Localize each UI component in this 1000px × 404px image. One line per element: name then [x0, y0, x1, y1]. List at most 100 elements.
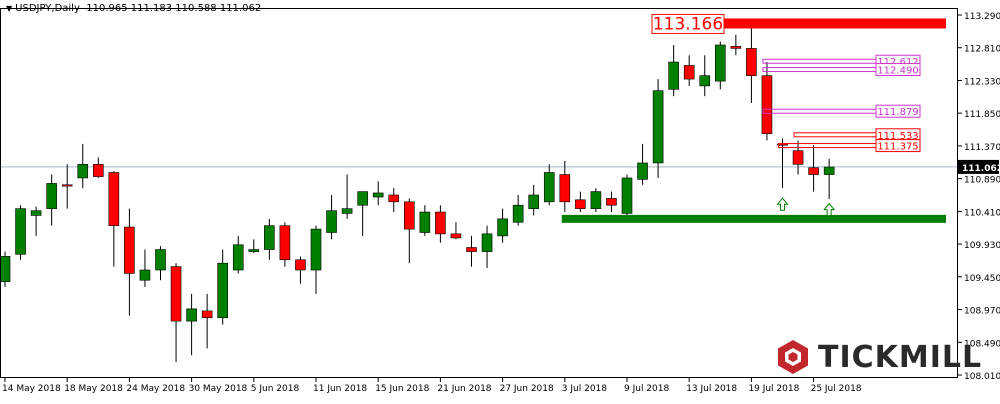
date-tick-label: 30 May 2018: [189, 384, 248, 394]
bull-candle: [372, 192, 384, 198]
level-line: [762, 67, 877, 73]
date-tick-label: 3 Jul 2018: [562, 384, 607, 394]
bull-candle: [714, 44, 726, 82]
bull-candle: [652, 90, 664, 164]
bear-candle: [435, 211, 446, 235]
level-label: 111.533: [877, 131, 918, 142]
date-tick-label: 13 Jul 2018: [686, 384, 737, 394]
level-label: 112.490: [877, 66, 918, 77]
bear-candle: [559, 174, 571, 203]
date-tick-label: 5 Jun 2018: [251, 384, 300, 394]
bear-candle: [170, 266, 182, 322]
tickmill-logo: TICKMILL: [776, 339, 982, 375]
price-tick-label: 109.930: [964, 241, 1000, 251]
bull-candle: [637, 162, 648, 180]
bear-candle: [606, 198, 617, 206]
bull-candle: [310, 228, 322, 271]
bull-candle: [326, 210, 337, 233]
bull-candle: [543, 172, 555, 203]
bull-candle: [0, 256, 11, 282]
tickmill-hex-logo-icon: [778, 340, 808, 374]
level-label-box: [875, 104, 921, 118]
level-line: [778, 143, 877, 149]
date-tick-label: 27 Jun 2018: [500, 384, 554, 394]
bear-candle: [466, 247, 477, 252]
bull-candle: [232, 244, 244, 271]
bull-candle: [217, 262, 228, 319]
bull-candle: [357, 191, 368, 206]
bull-candle: [512, 204, 524, 223]
resistance-label-box: [651, 13, 725, 34]
bear-candle: [93, 164, 104, 177]
price-tick-label: 110.890: [964, 176, 1000, 186]
price-tick-label: 109.450: [964, 274, 1000, 284]
bear-candle: [61, 184, 73, 187]
price-tick-label: 112.330: [964, 77, 1000, 87]
bear-candle: [792, 150, 804, 165]
resistance-label: 113.166: [653, 14, 723, 34]
price-tick-label: 111.850: [964, 110, 1000, 120]
level-label: 112.612: [877, 57, 918, 68]
current-price-tag: [958, 159, 999, 174]
date-tick-label: 9 Jul 2018: [624, 384, 669, 394]
brand-name: TICKMILL: [818, 339, 983, 375]
symbol-timeframe: USDJPY,Daily: [15, 3, 80, 14]
bull-candle: [186, 308, 197, 322]
bull-candle: [419, 211, 431, 233]
ohlc-values: 110.965 111.183 110.588 111.062: [86, 3, 262, 14]
date-tick-label: 18 May 2018: [64, 384, 123, 394]
bear-candle: [450, 233, 462, 239]
up-arrow-icon: [823, 202, 836, 217]
price-tick-label: 112.810: [964, 45, 1000, 55]
bear-candle: [403, 201, 415, 230]
bull-candle: [139, 269, 151, 281]
bull-candle: [497, 218, 508, 237]
level-label-box: [875, 63, 921, 77]
bull-candle: [264, 225, 275, 250]
bull-candle: [341, 208, 353, 214]
symbol-dropdown-icon[interactable]: ▼: [6, 4, 13, 13]
level-line: [762, 108, 877, 114]
bear-candle: [761, 75, 773, 134]
bull-candle: [248, 249, 260, 252]
price-tick-label: 111.370: [964, 143, 1000, 153]
level-label-box: [875, 139, 921, 153]
price-tick-label: 110.410: [964, 208, 1000, 218]
bear-candle: [388, 194, 400, 203]
date-tick-label: 21 Jun 2018: [437, 384, 491, 394]
bear-candle: [108, 172, 120, 226]
bull-candle: [823, 166, 835, 175]
plot-frame: [0, 8, 958, 378]
resistance-band: [720, 18, 946, 29]
bear-candle: [808, 167, 819, 175]
date-tick-label: 11 Jun 2018: [313, 384, 367, 394]
bull-candle: [30, 210, 42, 216]
date-tick-label: 15 Jun 2018: [375, 384, 429, 394]
bull-candle: [46, 183, 57, 209]
bull-candle: [77, 164, 89, 179]
bear-candle: [730, 46, 742, 49]
bear-candle: [746, 48, 757, 76]
level-label: 111.879: [877, 107, 918, 118]
bear-candle: [683, 65, 695, 80]
price-tick-label: 108.490: [964, 339, 1000, 349]
price-tick-label: 113.290: [964, 12, 1000, 22]
bull-candle: [481, 233, 493, 252]
level-label: 111.375: [877, 142, 918, 153]
bull-candle: [155, 249, 166, 271]
bull-candle: [668, 61, 679, 90]
bear-candle: [575, 199, 586, 209]
date-tick-label: 25 Jul 2018: [811, 384, 862, 394]
bear-candle: [201, 310, 213, 319]
date-tick-label: 24 May 2018: [126, 384, 185, 394]
current-price-label: 111.062: [962, 164, 1000, 174]
bear-candle: [295, 259, 306, 271]
bear-candle: [279, 225, 291, 261]
date-tick-label: 14 May 2018: [2, 384, 61, 394]
price-tick-label: 108.010: [964, 372, 1000, 382]
date-tick-label: 19 Jul 2018: [748, 384, 799, 394]
bull-candle: [699, 75, 711, 87]
bull-candle: [621, 177, 633, 214]
